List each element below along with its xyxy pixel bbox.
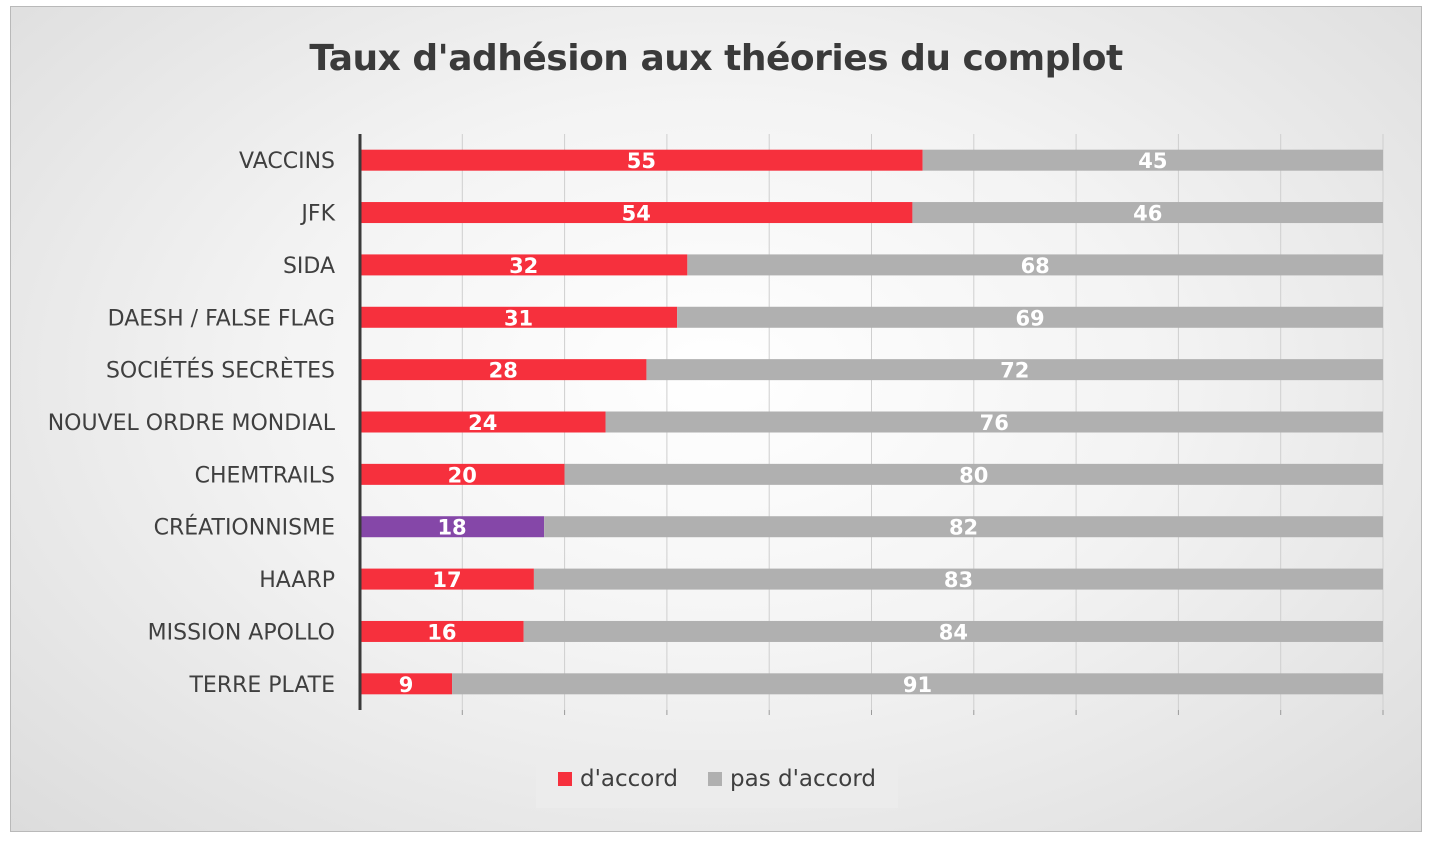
- chart-title: Taux d'adhésion aux théories du complot: [309, 38, 1123, 79]
- bar-agree: [360, 673, 453, 695]
- data-label: 91: [903, 673, 932, 697]
- bar-agree: [360, 568, 534, 590]
- data-label: 20: [448, 463, 477, 487]
- bar-agree: [360, 463, 565, 485]
- bar-disagree: [564, 463, 1383, 485]
- data-label: 82: [949, 516, 978, 540]
- bar-agree: [360, 359, 647, 381]
- bar-disagree: [687, 254, 1383, 276]
- data-label: 83: [944, 568, 973, 592]
- category-label: TERRE PLATE: [188, 673, 335, 698]
- data-label: 32: [509, 254, 538, 278]
- bar-agree: [360, 202, 913, 224]
- data-label: 55: [627, 149, 656, 173]
- data-label: 72: [1000, 359, 1029, 383]
- legend-label-disagree: pas d'accord: [730, 766, 877, 792]
- bar-disagree: [605, 411, 1383, 433]
- legend-item-disagree: pas d'accord: [708, 766, 876, 792]
- category-label: CRÉATIONNISME: [154, 515, 335, 541]
- category-label: HAARP: [259, 568, 335, 593]
- bar-agree: [360, 306, 678, 328]
- data-label: 68: [1021, 254, 1050, 278]
- category-label: NOUVEL ORDRE MONDIAL: [48, 411, 336, 436]
- legend-swatch-agree: [557, 772, 572, 786]
- data-label: 9: [399, 673, 414, 697]
- data-label: 80: [959, 463, 988, 487]
- data-label: 17: [432, 568, 461, 592]
- category-label: CHEMTRAILS: [195, 463, 335, 488]
- bar-disagree: [544, 516, 1383, 538]
- data-label: 46: [1133, 202, 1162, 226]
- category-label: JFK: [299, 202, 335, 227]
- bar-disagree: [646, 359, 1383, 381]
- category-label: MISSION APOLLO: [148, 620, 335, 645]
- bar-disagree: [922, 149, 1383, 171]
- category-label: SIDA: [283, 254, 335, 279]
- bar-agree: [360, 149, 923, 171]
- data-label: 16: [427, 620, 456, 644]
- legend-swatch-disagree: [708, 772, 722, 786]
- data-label: 69: [1015, 306, 1044, 330]
- data-label: 18: [437, 516, 466, 540]
- bar-agree: [360, 620, 524, 642]
- data-label: 54: [622, 202, 651, 226]
- bar-disagree: [912, 202, 1383, 224]
- legend-item-agree: d'accord: [557, 766, 678, 792]
- bar-disagree: [523, 620, 1383, 642]
- bar-disagree: [452, 673, 1383, 695]
- legend-label-agree: d'accord: [579, 766, 678, 792]
- data-label: 24: [468, 411, 497, 435]
- category-label: DAESH / FALSE FLAG: [108, 306, 335, 331]
- bar-disagree: [533, 568, 1383, 590]
- data-label: 84: [939, 620, 968, 644]
- data-label: 31: [504, 306, 533, 330]
- data-label: 76: [980, 411, 1009, 435]
- bar-agree: [360, 516, 545, 538]
- data-label: 28: [489, 359, 518, 383]
- category-label: SOCIÉTÉS SECRÈTES: [106, 358, 335, 384]
- data-label: 45: [1138, 149, 1167, 173]
- bar-agree: [360, 254, 688, 276]
- bar-disagree: [677, 306, 1383, 328]
- category-label: VACCINS: [239, 149, 335, 174]
- bar-agree: [360, 411, 606, 433]
- legend: d'accord pas d'accord: [536, 750, 898, 808]
